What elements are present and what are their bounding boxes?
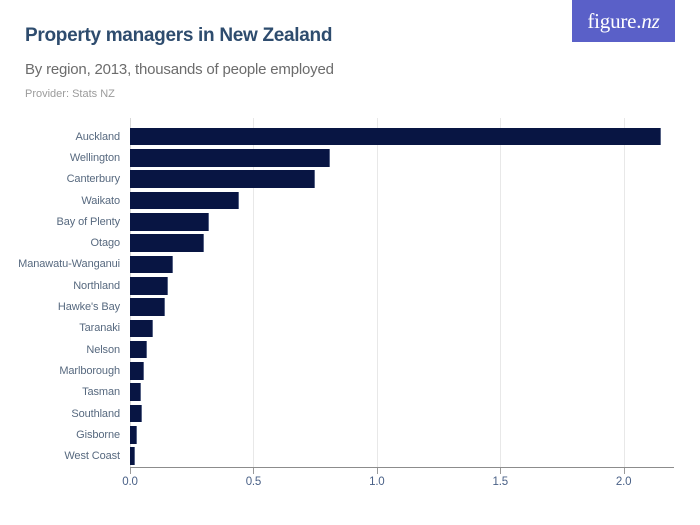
chart-row: Hawke's Bay — [0, 296, 673, 317]
axis-tick-label: 1.5 — [492, 476, 509, 488]
axis-tick-label: 0.0 — [122, 476, 138, 488]
figure-nz-logo-text: figure.nz — [587, 8, 660, 33]
gridline — [253, 118, 255, 467]
x-axis-line — [130, 467, 674, 468]
bar-chart: Auckland Wellington Canterbury Waikato Bay o… — [0, 118, 700, 513]
axis-tick — [623, 468, 625, 474]
chart-row: Waikato — [0, 190, 673, 211]
bar-track — [130, 298, 673, 316]
category-label: Otago — [90, 237, 121, 250]
chart-row: Marlborough — [0, 360, 673, 381]
gridline — [623, 118, 625, 467]
bar-tasman — [130, 383, 142, 401]
chart-row: Canterbury — [0, 169, 673, 190]
bar-track — [130, 213, 673, 231]
axis-tick-label: 1.0 — [369, 476, 385, 488]
axis-tick — [253, 468, 255, 474]
bar-track — [130, 383, 673, 401]
x-axis-ticks: 0.0 0.5 1.0 1.5 2.0 — [122, 467, 673, 513]
bar-track — [130, 319, 673, 338]
category-label: Taranaki — [79, 322, 120, 335]
figure-nz-logo[interactable]: figure.nz — [572, 0, 675, 42]
category-label: Auckland — [75, 130, 121, 143]
chart-row: Wellington — [0, 147, 673, 168]
bar-track — [130, 149, 673, 167]
page-title: Property managers in New Zealand — [25, 25, 333, 46]
chart-row: Gisborne — [0, 424, 673, 445]
axis-tick — [500, 468, 502, 474]
category-label: Marlborough — [59, 364, 120, 377]
bar-track — [130, 191, 673, 210]
category-label: Gisborne — [76, 428, 120, 441]
bar-track — [130, 276, 673, 295]
category-label: Canterbury — [66, 173, 121, 186]
data-provider: Provider: Stats NZ — [25, 88, 115, 100]
bar-otago — [130, 234, 205, 252]
bar-track — [130, 255, 673, 274]
bar-track — [130, 170, 673, 189]
category-label: Hawke's Bay — [57, 301, 120, 314]
bar-gisborne — [130, 426, 138, 444]
category-label: Bay of Plenty — [56, 215, 120, 228]
bar-track — [130, 362, 673, 380]
bar-canterbury — [130, 170, 316, 189]
chart-row: West Coast — [0, 445, 673, 466]
axis-tick-label: 0.5 — [245, 476, 262, 488]
chart-row: Taranaki — [0, 318, 673, 339]
category-label: Waikato — [81, 194, 120, 207]
chart-row: Bay of Plenty — [0, 211, 673, 232]
bar-marlborough — [130, 362, 144, 380]
bar-bay-of-plenty — [130, 213, 209, 231]
chart-row: Northland — [0, 275, 673, 296]
bar-rows: Auckland Wellington Canterbury Waikato Bay o… — [0, 126, 673, 467]
bar-track — [130, 127, 673, 146]
category-label: West Coast — [64, 450, 120, 463]
bar-northland — [130, 276, 169, 295]
chart-row: Auckland — [0, 126, 673, 147]
bar-track — [130, 426, 673, 444]
bar-track — [130, 404, 673, 423]
category-label: Northland — [73, 279, 120, 292]
bar-taranaki — [130, 319, 154, 338]
chart-row: Southland — [0, 403, 673, 424]
chart-row: Otago — [0, 232, 673, 253]
chart-subtitle: By region, 2013, thousands of people emp… — [25, 61, 334, 78]
category-label: Wellington — [69, 151, 120, 164]
bar-manawatu-wanganui — [130, 255, 174, 274]
bar-west-coast — [130, 447, 135, 465]
bar-wellington — [130, 149, 330, 167]
category-label: Nelson — [86, 343, 120, 356]
chart-row: Manawatu-Wanganui — [0, 254, 673, 275]
chart-row: Nelson — [0, 339, 673, 360]
axis-tick-label: 2.0 — [615, 476, 632, 488]
category-label: Manawatu-Wanganui — [18, 258, 120, 271]
bar-auckland — [130, 127, 661, 146]
bar-southland — [130, 404, 142, 423]
category-label: Tasman — [82, 386, 120, 399]
bar-waikato — [130, 191, 239, 210]
bar-track — [130, 447, 673, 465]
bar-hawke-s-bay — [130, 298, 165, 316]
chart-row: Tasman — [0, 382, 673, 403]
axis-tick — [376, 468, 378, 474]
bar-nelson — [130, 340, 148, 359]
gridline — [500, 118, 502, 467]
bar-track — [130, 234, 673, 252]
bar-track — [130, 340, 673, 359]
category-label: Southland — [71, 407, 120, 420]
gridline — [376, 118, 378, 467]
axis-tick — [130, 468, 131, 474]
